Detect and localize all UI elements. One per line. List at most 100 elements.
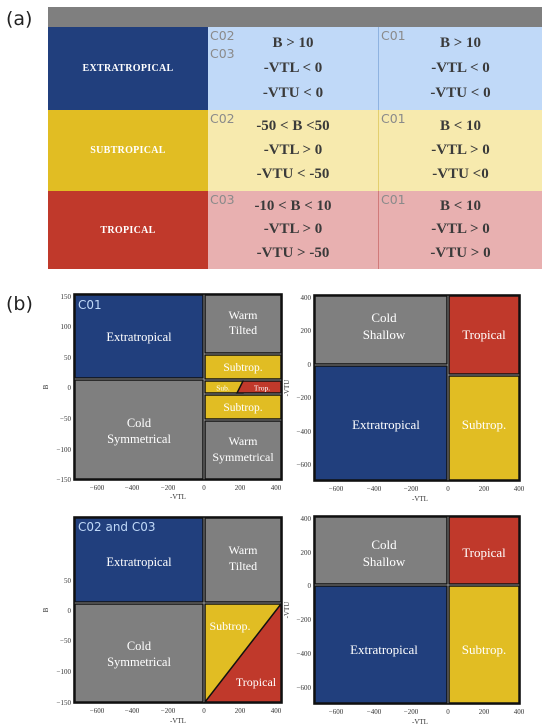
region-subtrop-upper [204, 354, 282, 380]
y-tick-label: 0 [68, 384, 72, 392]
c2-cell: C03 -10 < B < 10 -VTL > 0 -VTU > -50 [208, 191, 378, 269]
region-label: Tilted [229, 323, 257, 337]
y-tick-label: 200 [301, 327, 312, 335]
y-tick-label: −50 [60, 415, 71, 423]
table-row-tropical: TROPICAL C03 -10 < B < 10 -VTL > 0 -VTU … [48, 191, 542, 269]
condition: -VTL < 0 [431, 60, 490, 76]
region-tropical [448, 516, 520, 585]
code-label: C02 [210, 28, 235, 43]
condition: B > 10 [439, 35, 482, 51]
region-label: Tropical [462, 545, 506, 560]
code-label: C01 [381, 28, 406, 43]
region-subtrop-lower [204, 394, 282, 420]
condition: -VTL > 0 [263, 141, 323, 158]
condition: -VTL > 0 [263, 221, 323, 238]
region-warm-tilted [204, 517, 282, 603]
region-label: Cold [127, 416, 152, 430]
region-warm-symmetrical [204, 420, 282, 480]
region-label: Tropical [236, 675, 277, 689]
x-tick-label: −200 [404, 485, 419, 493]
x-tick-label: 400 [514, 708, 525, 716]
plot-b-vtl-c02-c03: C02 and C03 Extratropical Warm Tilted Co… [42, 516, 283, 725]
x-tick-label: 200 [479, 485, 490, 493]
y-axis-label: B [42, 384, 50, 389]
region-label: Symmetrical [107, 655, 171, 669]
plot-vtu-vtl-top: Cold Shallow Tropical Extratropical Subt… [283, 294, 525, 503]
row-label: SUBTROPICAL [48, 110, 208, 191]
y-tick-label: 50 [64, 577, 72, 585]
classification-table: EXTRATROPICAL C02 C03 B > 10 -VTL < 0 -V… [48, 7, 542, 269]
condition: B < 10 [439, 117, 482, 134]
condition: -VTU < -50 [256, 166, 330, 183]
x-tick-label: 200 [235, 707, 246, 715]
region-label: Subtrop. [462, 417, 506, 432]
c1-cell: C01 B > 10 -VTL < 0 -VTU < 0 [378, 27, 542, 110]
plot-b-vtl-c01: C01 Extratropical Warm Tilted Subtrop. S… [42, 293, 283, 501]
c2-cell: C02 -50 < B <50 -VTL > 0 -VTU < -50 [208, 110, 378, 191]
y-tick-label: −400 [297, 650, 312, 658]
y-tick-label: 200 [301, 549, 312, 557]
region-subtrop [448, 585, 520, 704]
x-tick-label: 400 [271, 707, 282, 715]
code-label: C02 [210, 111, 235, 126]
condition: -VTU > -50 [256, 244, 330, 261]
x-tick-label: −600 [329, 708, 344, 716]
condition: -50 < B <50 [256, 117, 330, 134]
x-tick-label: −400 [125, 707, 140, 715]
panel-a-label: (a) [6, 8, 33, 30]
region-label: Extratropical [350, 642, 418, 657]
region-label: Subtrop. [209, 619, 250, 633]
c1-cell: C01 B < 10 -VTL > 0 -VTU > 0 [378, 191, 542, 269]
x-tick-label: 400 [271, 484, 282, 492]
region-extratropical [314, 365, 448, 481]
condition: B > 10 [272, 35, 314, 51]
region-label: Extratropical [106, 555, 172, 569]
region-label: Subtrop. [462, 642, 506, 657]
y-axis-label: -VTU [283, 602, 291, 619]
region-label: Tropical [462, 327, 506, 342]
condition: -VTL > 0 [431, 221, 490, 238]
x-axis-label: -VTL [412, 495, 428, 503]
code-label: C03 [210, 192, 235, 207]
region-label: Symmetrical [107, 432, 171, 446]
condition: -VTL < 0 [263, 60, 323, 76]
region-label: Cold [371, 537, 397, 552]
condition: B < 10 [439, 198, 482, 215]
region-label: Cold [127, 639, 152, 653]
region-label: Trop. [254, 384, 270, 393]
x-tick-label: −200 [404, 708, 419, 716]
x-tick-label: −600 [329, 485, 344, 493]
condition: -VTU < 0 [262, 85, 324, 101]
region-label: Subtrop. [223, 362, 262, 374]
y-tick-label: −400 [297, 428, 312, 436]
y-tick-label: 400 [301, 294, 312, 302]
table-header-bar [48, 7, 542, 27]
panel-b-label: (b) [6, 293, 33, 315]
region-label: Cold [371, 310, 397, 325]
x-tick-label: −400 [367, 708, 382, 716]
plot-vtu-vtl-bottom: Cold Shallow Tropical Extratropical Subt… [283, 515, 525, 726]
y-tick-label: 100 [61, 323, 72, 331]
region-tropical [203, 601, 282, 703]
y-tick-label: 400 [301, 515, 312, 523]
y-tick-label: 50 [64, 354, 72, 362]
x-tick-label: −400 [125, 484, 140, 492]
region-extratropical [314, 585, 448, 704]
y-tick-label: −600 [297, 684, 312, 692]
region-trop-small [235, 380, 282, 394]
x-tick-label: 200 [235, 484, 246, 492]
row-label: TROPICAL [48, 191, 208, 269]
region-cold-symmetrical [74, 379, 204, 480]
plot-tag: C01 [78, 298, 102, 312]
region-label: Subtrop. [223, 402, 262, 414]
code-label: C01 [381, 192, 406, 207]
x-tick-label: 0 [446, 708, 450, 716]
region-label: Warm [228, 543, 258, 557]
table-row-extratropical: EXTRATROPICAL C02 C03 B > 10 -VTL < 0 -V… [48, 27, 542, 110]
x-tick-label: −400 [367, 485, 382, 493]
x-tick-label: 400 [514, 485, 525, 493]
x-axis-label: -VTL [170, 493, 186, 501]
x-tick-label: −200 [161, 484, 176, 492]
plot-tag: C02 and C03 [78, 520, 156, 534]
region-cold-symmetrical [74, 603, 204, 703]
